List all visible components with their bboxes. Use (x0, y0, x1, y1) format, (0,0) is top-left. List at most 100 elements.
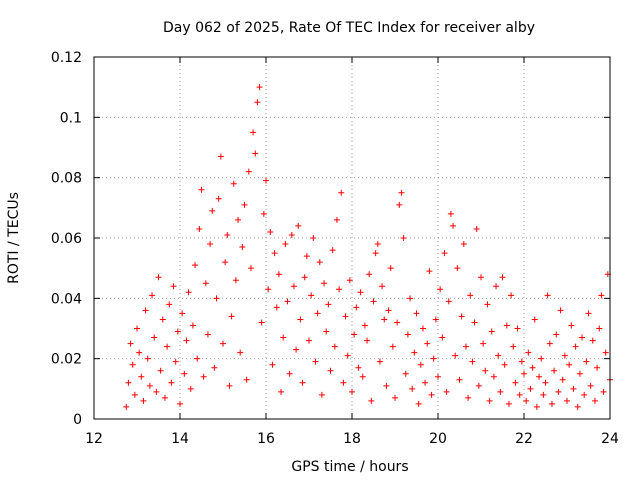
data-point (589, 337, 596, 344)
data-point (310, 235, 317, 241)
data-point (282, 241, 289, 248)
y-tick-label: 0.12 (51, 50, 82, 66)
x-tick-label: 16 (257, 431, 275, 447)
data-point (452, 352, 459, 359)
data-point (585, 310, 592, 317)
data-point (204, 331, 211, 338)
data-point (146, 382, 153, 389)
grid (94, 57, 610, 419)
data-point (383, 382, 390, 389)
data-point (469, 358, 476, 365)
data-point (196, 225, 203, 232)
data-point (344, 352, 351, 359)
data-point (243, 376, 250, 383)
data-point (467, 292, 474, 299)
data-point (209, 207, 216, 214)
x-tick-label: 20 (429, 431, 447, 447)
data-point (450, 222, 457, 229)
data-point (600, 388, 607, 395)
data-point (280, 334, 287, 341)
data-point (258, 319, 265, 326)
data-point (275, 271, 282, 278)
data-point (123, 403, 130, 410)
data-point (598, 292, 605, 299)
data-point (179, 310, 186, 317)
data-point (443, 388, 450, 395)
data-point (164, 343, 171, 350)
data-point (523, 397, 530, 404)
data-point (553, 331, 560, 338)
data-point (295, 222, 302, 229)
data-point (215, 195, 222, 202)
data-point (226, 382, 233, 389)
data-point (583, 358, 590, 365)
data-point (495, 352, 502, 359)
data-point (284, 298, 291, 305)
data-point (572, 343, 579, 350)
data-point (415, 400, 422, 407)
data-point (293, 346, 300, 353)
data-point (211, 364, 218, 371)
data-point (129, 361, 136, 368)
data-point (239, 244, 246, 251)
data-point (525, 349, 532, 356)
data-point (462, 343, 469, 350)
data-point (456, 376, 463, 383)
data-point (290, 283, 297, 290)
data-point (166, 301, 173, 308)
data-point (353, 304, 360, 311)
data-point (153, 388, 160, 395)
data-point (144, 355, 151, 362)
data-point (241, 201, 248, 208)
data-point (538, 355, 545, 362)
data-point (194, 355, 201, 362)
y-axis-label: ROTI / TECUs (6, 192, 22, 284)
data-point (185, 289, 192, 296)
data-point (265, 286, 272, 293)
data-point (546, 340, 553, 347)
data-point (540, 391, 547, 398)
data-point (486, 397, 493, 404)
data-point (230, 180, 237, 187)
data-point (514, 325, 521, 332)
data-point (134, 325, 140, 332)
data-point (174, 328, 181, 335)
data-point (237, 349, 244, 356)
data-point (559, 376, 566, 383)
data-point (424, 340, 431, 347)
data-point (544, 292, 551, 299)
data-point (142, 307, 149, 314)
data-point (271, 250, 278, 257)
data-point (224, 231, 231, 238)
y-tick-label: 0.06 (51, 231, 82, 247)
data-point (568, 322, 575, 329)
data-point (488, 328, 495, 335)
data-point (458, 313, 465, 320)
data-point (441, 250, 448, 257)
data-point (508, 292, 515, 299)
data-point (220, 340, 226, 347)
x-tick-label: 12 (85, 431, 103, 447)
data-point (594, 364, 601, 371)
data-point (387, 265, 394, 272)
data-point (252, 150, 259, 157)
data-point (402, 370, 409, 377)
data-point (411, 349, 418, 356)
data-point (465, 394, 472, 401)
data-point (355, 364, 362, 371)
data-point (385, 307, 392, 314)
data-point (187, 385, 194, 392)
data-point (155, 274, 162, 281)
data-point (170, 283, 177, 290)
data-point (267, 228, 274, 235)
data-point (484, 301, 491, 308)
data-point (475, 382, 482, 389)
data-point (321, 280, 328, 287)
data-point (222, 259, 229, 266)
data-point (529, 364, 536, 371)
data-point (127, 340, 134, 347)
data-point (228, 313, 235, 320)
data-point (177, 400, 183, 407)
y-tick-label: 0.04 (51, 291, 82, 307)
